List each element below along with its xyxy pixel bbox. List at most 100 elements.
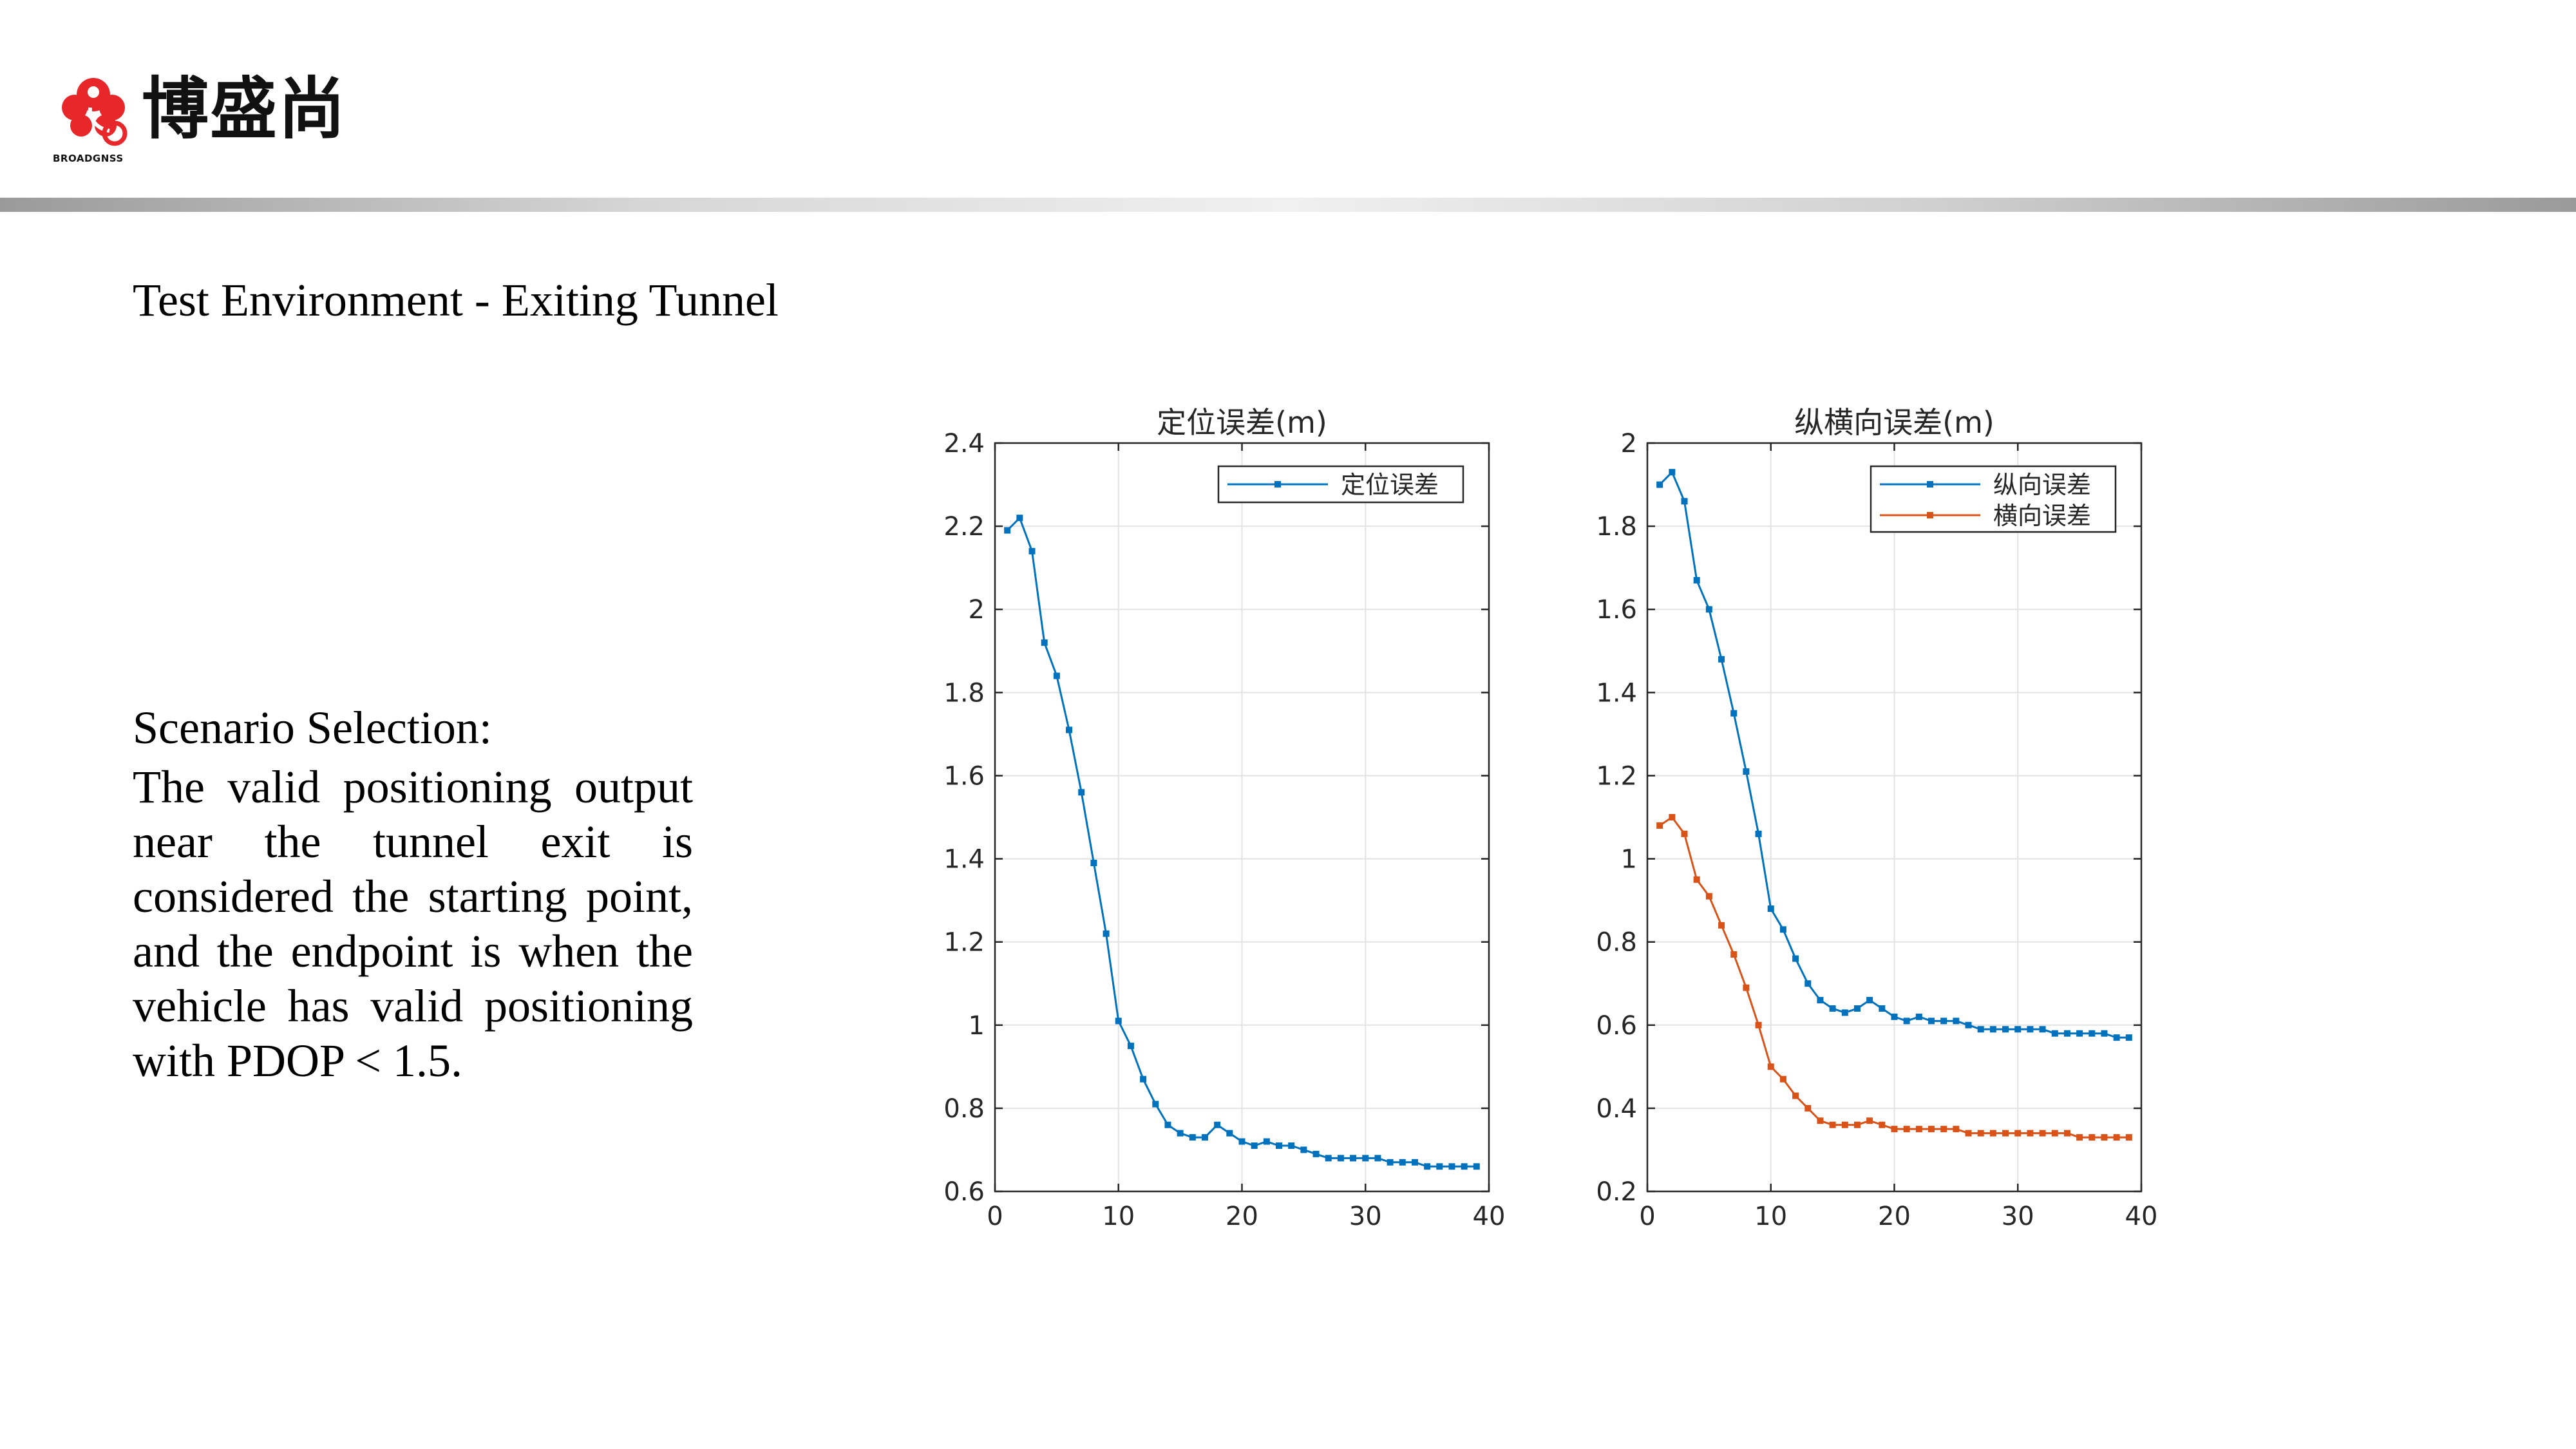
data-point <box>1755 830 1762 837</box>
data-point <box>1841 1121 1848 1128</box>
data-point <box>2125 1134 2132 1141</box>
data-point <box>1977 1026 1984 1033</box>
y-tick-label: 1 <box>1621 845 1637 875</box>
data-point <box>1693 577 1700 584</box>
longitudinal-lateral-error-chart: 0 10 20 30 40 0.2 0.4 0.6 0.8 1 1.2 1.4 1.6 1.8 2 纵横向误差… <box>1596 405 2157 1231</box>
y-tick-label: 1.8 <box>1596 512 1637 542</box>
data-point <box>1804 1104 1812 1112</box>
data-point <box>1928 1018 1935 1025</box>
data-point <box>1053 672 1060 679</box>
y-tick-label: 2 <box>1621 429 1637 459</box>
data-point <box>2113 1134 2120 1141</box>
data-point <box>1928 1126 1935 1133</box>
data-point <box>1853 1005 1861 1012</box>
data-point <box>1903 1126 1910 1133</box>
data-point <box>1792 1092 1799 1099</box>
legend-label: 纵向误差 <box>1993 471 2091 499</box>
data-point <box>1718 656 1725 663</box>
data-point <box>1337 1155 1344 1162</box>
data-point <box>1078 789 1085 796</box>
data-point <box>1028 547 1036 554</box>
data-point <box>2014 1130 2022 1137</box>
data-point <box>1940 1018 1947 1025</box>
data-point <box>1152 1101 1159 1108</box>
data-point <box>1276 1142 1283 1149</box>
data-point <box>1829 1121 1836 1128</box>
scenario-description: Scenario Selection: The valid positionin… <box>133 696 693 1088</box>
description-heading: Scenario Selection: <box>133 702 492 753</box>
data-point <box>2063 1130 2070 1137</box>
data-point <box>1705 893 1712 900</box>
legend-label: 横向误差 <box>1993 502 2091 530</box>
y-tick-label: 1.4 <box>1596 678 1637 708</box>
x-tick-label: 30 <box>1349 1202 1382 1231</box>
data-point <box>1693 876 1700 883</box>
data-point <box>2002 1130 2009 1137</box>
data-point <box>1004 527 1011 534</box>
data-point <box>1312 1150 1320 1157</box>
data-point <box>2051 1130 2058 1137</box>
data-point <box>1201 1134 1208 1141</box>
data-point <box>1399 1159 1406 1166</box>
x-tick-label: 10 <box>1102 1202 1135 1231</box>
data-point <box>1374 1155 1381 1162</box>
data-point <box>2113 1034 2120 1041</box>
data-point <box>1779 926 1786 933</box>
data-point <box>2027 1130 2034 1137</box>
data-point <box>1251 1142 1258 1149</box>
data-point <box>2039 1026 2046 1033</box>
data-point <box>1804 980 1812 987</box>
data-point <box>1891 1126 1898 1133</box>
data-point <box>2014 1026 2022 1033</box>
y-tick-label: 1.2 <box>1596 761 1637 791</box>
data-point <box>1965 1021 1972 1028</box>
x-tick-label: 0 <box>1639 1202 1655 1231</box>
data-point <box>1989 1026 1996 1033</box>
data-point <box>1424 1163 1431 1170</box>
legend-box <box>1870 465 2117 533</box>
data-point <box>1977 1130 1984 1137</box>
x-tick-label: 40 <box>1473 1202 1506 1231</box>
positioning-error-chart: 0 10 20 30 40 0.6 0.8 1 1.2 1.4 1.6 1.8 2 2.2 2.4 定位误差(… <box>943 405 1505 1231</box>
data-point <box>2039 1130 2046 1137</box>
data-point <box>1953 1018 1960 1025</box>
data-point <box>1730 951 1738 958</box>
data-point <box>2076 1030 2083 1037</box>
y-tick-label: 1 <box>969 1011 985 1041</box>
data-point <box>1411 1159 1418 1166</box>
data-point <box>1755 1021 1762 1028</box>
data-point <box>1730 710 1738 717</box>
y-tick-label: 0.4 <box>1596 1094 1637 1124</box>
data-point <box>1767 905 1774 913</box>
slide-title: Test Environment - Exiting Tunnel <box>133 274 779 326</box>
data-point <box>1841 1009 1848 1016</box>
y-tick-label: 1.6 <box>1596 595 1637 625</box>
data-point <box>1473 1163 1480 1170</box>
data-point <box>1817 997 1824 1004</box>
legend-marker <box>1927 512 1933 518</box>
data-point <box>1436 1163 1443 1170</box>
charts-figure: 0 10 20 30 400.60.811.21.41.61.822.22.4定位误差(… <box>943 405 2157 1231</box>
y-tick-label: 1.2 <box>943 928 985 958</box>
header-divider <box>0 198 2576 212</box>
x-tick-label: 30 <box>2002 1202 2034 1231</box>
data-point <box>1915 1013 1922 1020</box>
data-point <box>2063 1030 2070 1037</box>
data-point <box>2088 1134 2096 1141</box>
data-point <box>1681 498 1688 505</box>
data-point <box>1718 922 1725 929</box>
data-point <box>2101 1030 2108 1037</box>
data-point <box>1779 1075 1786 1083</box>
data-point <box>1891 1013 1898 1020</box>
data-point <box>1090 860 1097 867</box>
data-point <box>1767 1063 1774 1070</box>
data-point <box>1915 1126 1922 1133</box>
data-point <box>1817 1117 1824 1124</box>
data-point <box>2125 1034 2132 1041</box>
data-point <box>2088 1030 2096 1037</box>
data-point <box>2002 1026 2009 1033</box>
chart-title: 纵横向误差(m) <box>1794 405 1994 440</box>
data-point <box>1238 1138 1245 1145</box>
data-point <box>1288 1142 1295 1149</box>
data-point <box>1656 822 1663 829</box>
